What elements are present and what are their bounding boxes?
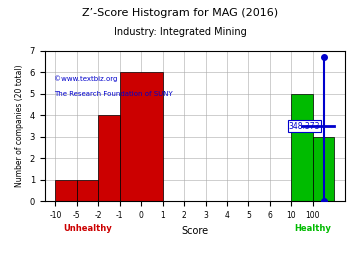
Text: Unhealthy: Unhealthy bbox=[63, 224, 112, 233]
Text: The Research Foundation of SUNY: The Research Foundation of SUNY bbox=[54, 91, 172, 97]
Bar bbox=[120, 72, 163, 201]
Bar bbox=[55, 180, 77, 201]
Bar bbox=[291, 94, 313, 201]
Text: Z’-Score Histogram for MAG (2016): Z’-Score Histogram for MAG (2016) bbox=[82, 8, 278, 18]
Text: 348.373: 348.373 bbox=[289, 122, 320, 131]
Y-axis label: Number of companies (20 total): Number of companies (20 total) bbox=[15, 65, 24, 187]
Bar bbox=[98, 115, 120, 201]
Text: ©www.textbiz.org: ©www.textbiz.org bbox=[54, 75, 117, 82]
Text: Healthy: Healthy bbox=[294, 224, 331, 233]
Bar bbox=[77, 180, 98, 201]
Text: Industry: Integrated Mining: Industry: Integrated Mining bbox=[114, 27, 246, 37]
Bar bbox=[313, 137, 334, 201]
X-axis label: Score: Score bbox=[181, 226, 208, 236]
